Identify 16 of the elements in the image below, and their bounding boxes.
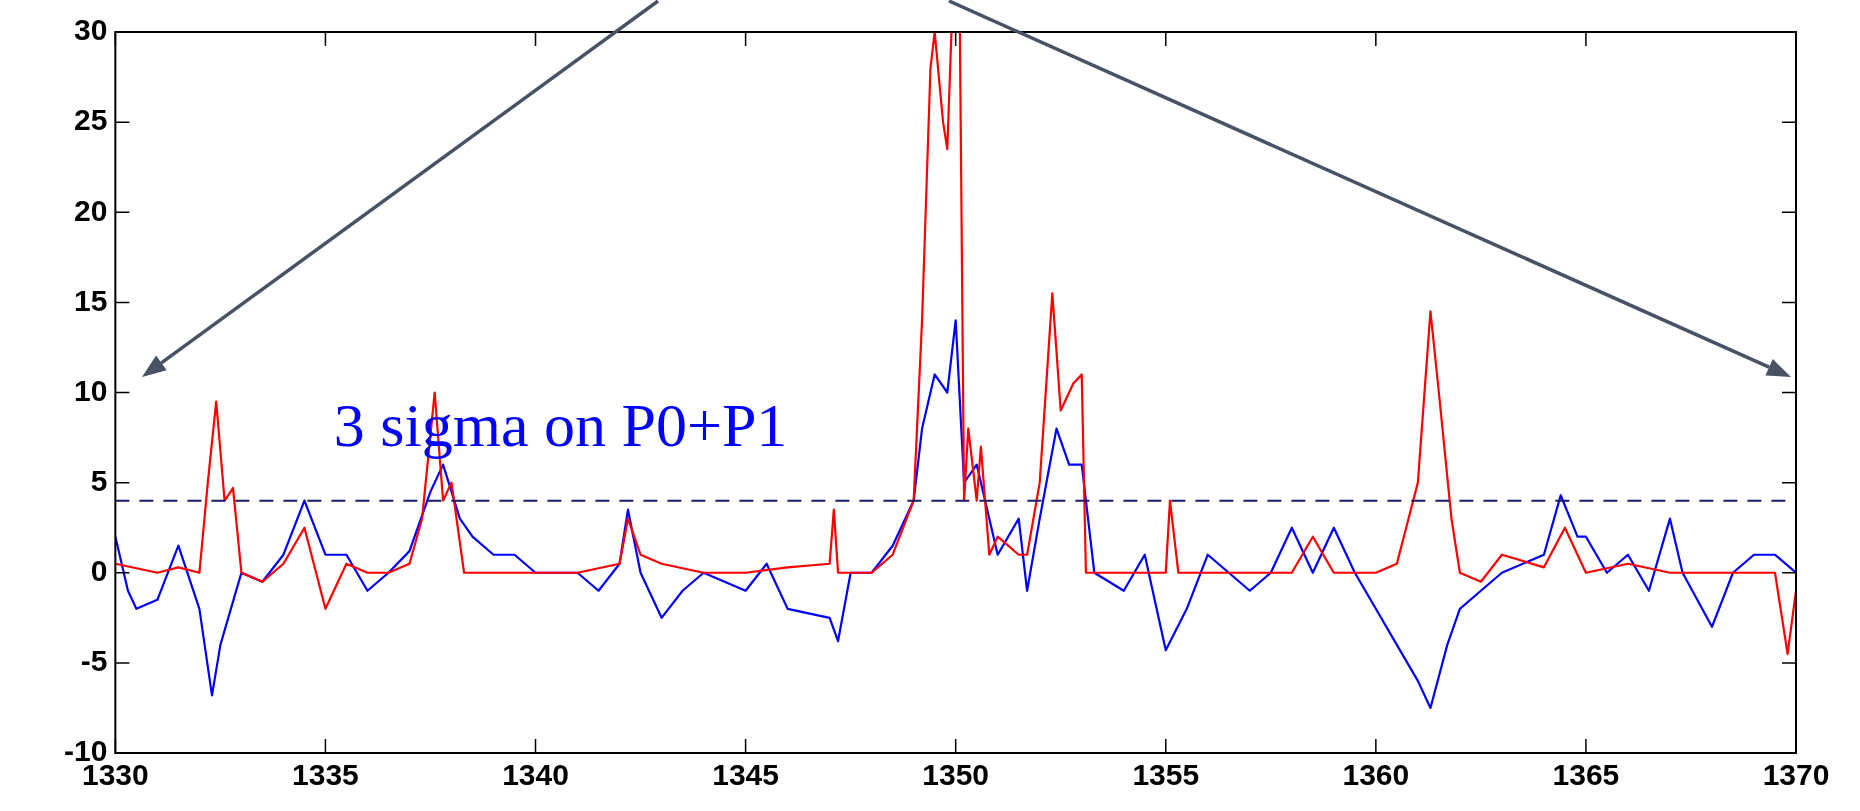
y-tick-label: 30 [73, 13, 108, 47]
x-tick-label: 1365 [1552, 758, 1620, 792]
y-tick-label: 20 [73, 193, 108, 227]
x-tick-label: 1345 [712, 758, 779, 792]
x-tick-label: 1335 [292, 758, 359, 792]
y-tick-label: 25 [73, 103, 108, 137]
y-tick-label: -5 [80, 644, 108, 678]
y-tick-label: 0 [90, 554, 108, 588]
x-tick-label: 1370 [1762, 758, 1830, 792]
x-tick-label: 1340 [502, 758, 569, 792]
x-tick-label: 1350 [922, 758, 990, 792]
y-tick-label: 15 [73, 283, 108, 317]
x-tick-label: 1355 [1132, 758, 1200, 792]
x-tick-label: 1360 [1342, 758, 1410, 792]
y-tick-label: 5 [90, 463, 108, 497]
y-tick-label: 10 [73, 373, 108, 407]
